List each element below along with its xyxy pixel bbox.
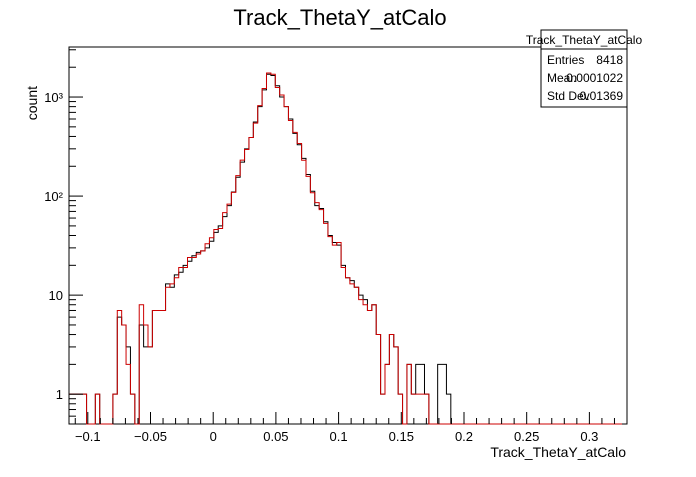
y-tick-label: 10² bbox=[44, 189, 63, 204]
histogram-line-1 bbox=[69, 72, 622, 425]
x-tick-label: 0.15 bbox=[389, 429, 414, 444]
y-tick-label: 10 bbox=[49, 288, 63, 303]
x-tick-label: −0.05 bbox=[134, 429, 167, 444]
histogram-line-0 bbox=[69, 73, 622, 425]
y-tick-label: 10³ bbox=[44, 90, 63, 105]
stats-box: Track_ThetaY_atCalo Entries 8418 Mean 0.… bbox=[526, 29, 643, 108]
y-axis-label: count bbox=[24, 86, 40, 120]
stats-entries-value: 8418 bbox=[596, 53, 623, 67]
x-tick-label: 0.05 bbox=[263, 429, 288, 444]
x-tick-label: 0.1 bbox=[330, 429, 348, 444]
x-tick-label: 0.2 bbox=[455, 429, 473, 444]
stats-entries-label: Entries bbox=[547, 53, 584, 67]
stats-box-title: Track_ThetaY_atCalo bbox=[526, 33, 643, 47]
x-tick-label: 0.25 bbox=[514, 429, 539, 444]
axes: −0.1 −0.05 0 0.05 0.1 0.15 0.2 0.25 0.3 1 10 10² 10³ bbox=[44, 49, 628, 444]
stats-stddev-label: Std Dev bbox=[547, 89, 590, 103]
y-tick-label: 1 bbox=[56, 387, 63, 402]
x-tick-label: −0.1 bbox=[75, 429, 101, 444]
x-tick-label: 0 bbox=[210, 429, 217, 444]
stats-mean-label: Mean bbox=[547, 71, 577, 85]
stats-mean-value: 0.0001022 bbox=[566, 71, 623, 85]
x-tick-label: 0.3 bbox=[580, 429, 598, 444]
chart-title: Track_ThetaY_atCalo bbox=[233, 5, 446, 30]
x-axis-label: Track_ThetaY_atCalo bbox=[490, 444, 626, 460]
histogram-series bbox=[69, 72, 622, 425]
stats-stddev-value: 0.01369 bbox=[580, 89, 624, 103]
